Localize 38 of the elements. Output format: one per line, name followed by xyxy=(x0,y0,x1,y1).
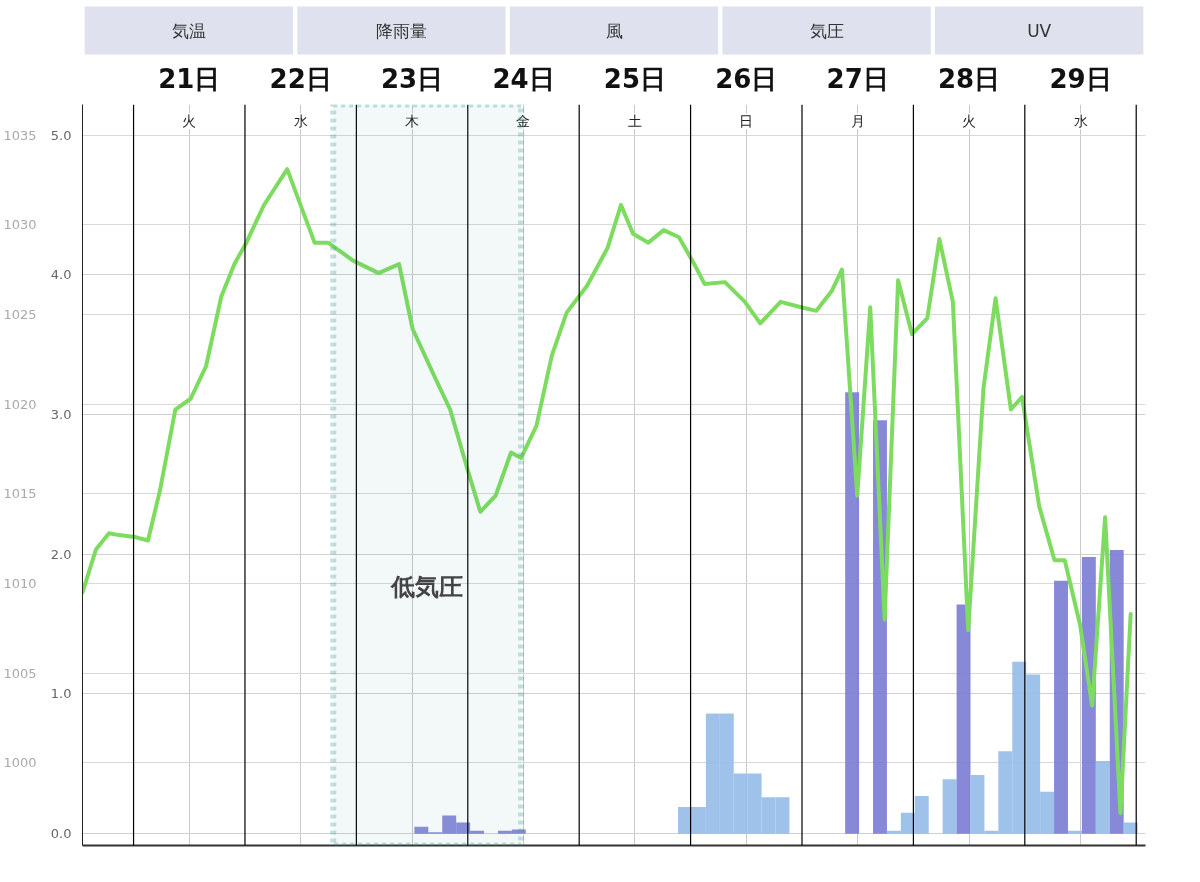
y2-tick-label: 1020 xyxy=(3,396,37,412)
annotation: 金 xyxy=(516,113,531,130)
y2-tick-label: 1000 xyxy=(3,755,37,771)
x-tick-label: 21日 xyxy=(158,63,221,94)
text: 気圧 xyxy=(809,20,844,41)
text: 風 xyxy=(605,20,623,41)
annotation: 水 xyxy=(293,113,308,130)
annotation: 月 xyxy=(850,113,865,130)
y-tick-label: 1.0 xyxy=(50,686,72,702)
y2-tick-label: 1015 xyxy=(3,486,37,502)
y-tick-label: 0.0 xyxy=(50,826,72,842)
annotation: 水 xyxy=(1073,113,1088,130)
y2-tick-label: 1035 xyxy=(3,127,37,143)
x-tick-label: 24日 xyxy=(492,63,555,94)
y2-tick-label: 1030 xyxy=(3,217,37,233)
x-tick-label: 26日 xyxy=(715,63,778,94)
band-label: 低気圧 xyxy=(390,572,464,601)
text: UV xyxy=(1027,20,1052,41)
y-tick-label: 3.0 xyxy=(50,407,72,423)
x-tick-label: 23日 xyxy=(380,63,444,94)
x-tick-label: 28日 xyxy=(938,63,1001,94)
y-tick-label: 4.0 xyxy=(50,267,72,283)
x-tick-label: 27日 xyxy=(826,63,889,94)
annotation: 土 xyxy=(627,113,642,130)
y2-tick-label: 1025 xyxy=(3,306,37,322)
x-tick-label: 22日 xyxy=(269,63,332,94)
annotation: 火 xyxy=(182,113,197,130)
x-tick-label: 25日 xyxy=(603,63,666,94)
annotation: 木 xyxy=(405,113,420,130)
y-tick-label: 2.0 xyxy=(50,546,72,562)
text: 降雨量 xyxy=(375,20,427,41)
annotation: 火 xyxy=(962,113,977,130)
text: 気温 xyxy=(171,20,206,41)
y-tick-label: 5.0 xyxy=(50,127,72,143)
x-tick-label: 29日 xyxy=(1049,63,1112,94)
y2-tick-label: 1005 xyxy=(3,665,37,681)
annotation: 日 xyxy=(739,113,754,130)
y2-tick-label: 1010 xyxy=(3,576,37,592)
